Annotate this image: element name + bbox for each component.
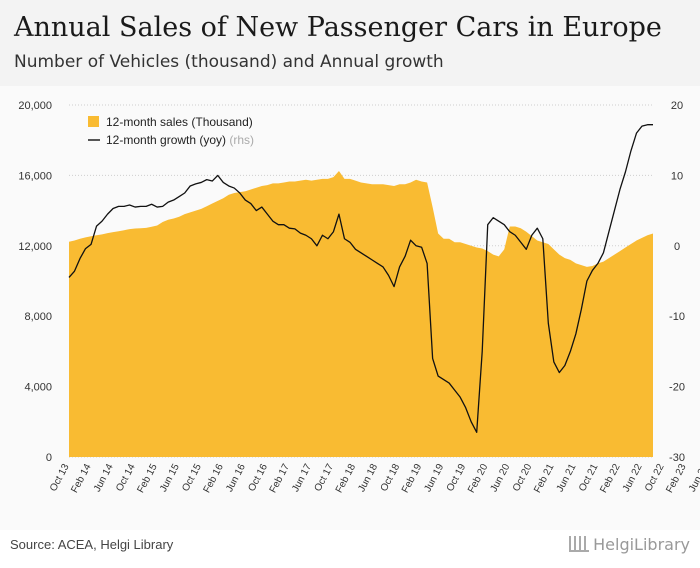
- y-left-tick-label: 4,000: [24, 382, 52, 394]
- y-right-tick-label: -30: [669, 452, 685, 464]
- y-right-tick-label: -20: [669, 382, 685, 394]
- line-layer: [68, 124, 653, 434]
- x-tick-label: Jun 20: [489, 462, 513, 494]
- x-tick-label: Oct 21: [577, 462, 601, 494]
- x-tick-label: Feb 17: [268, 462, 293, 495]
- y-right-tick-label: 10: [671, 170, 683, 182]
- y-left-tick-label: 20,000: [18, 100, 52, 112]
- y-left-tick-label: 16,000: [18, 170, 52, 182]
- header-bar: [0, 0, 700, 86]
- x-tick-label: Jun 14: [92, 462, 116, 494]
- y-left-tick-label: 8,000: [24, 311, 52, 323]
- x-tick-label: Oct 20: [511, 462, 535, 494]
- y-right-tick-label: 20: [671, 100, 683, 112]
- x-tick-label: Jun 17: [290, 462, 314, 494]
- x-tick-label: Oct 19: [445, 462, 469, 494]
- x-tick-label: Oct 14: [114, 462, 138, 494]
- x-tick-label: Jun 23: [687, 462, 700, 494]
- x-tick-label: Feb 22: [598, 462, 623, 495]
- legend-line-label: 12-month growth (yoy) (rhs): [106, 133, 254, 147]
- x-tick-label: Oct 16: [246, 462, 270, 494]
- x-tick-label: Feb 21: [532, 462, 557, 495]
- area-layer: [69, 171, 653, 457]
- y-right-tick-label: 0: [674, 241, 680, 253]
- source-note: Source: ACEA, Helgi Library: [10, 537, 174, 552]
- legend-area-label: 12-month sales (Thousand): [106, 115, 253, 129]
- y-left-tick-label: 12,000: [18, 241, 52, 253]
- legend-area-swatch: [88, 116, 99, 127]
- x-tick-label: Feb 19: [400, 462, 425, 495]
- x-tick-label: Oct 22: [643, 462, 667, 494]
- y-left-tick-label: 0: [46, 452, 52, 464]
- x-tick-label: Feb 15: [135, 462, 160, 495]
- chart: 0 4,000 8,000 12,000 16,000 20,000 -30 -20 -10 0 1…: [18, 100, 700, 495]
- x-tick-label: Feb 14: [69, 462, 94, 495]
- x-tick-label: Jun 15: [158, 462, 182, 494]
- x-tick-label: Oct 15: [180, 462, 204, 494]
- x-tick-label: Feb 20: [466, 462, 491, 495]
- x-tick-label: Jun 22: [621, 462, 645, 494]
- y-right-tick-label: -10: [669, 311, 685, 323]
- x-tick-label: Oct 18: [379, 462, 403, 494]
- x-tick-label: Jun 19: [422, 462, 446, 494]
- page-subtitle: Number of Vehicles (thousand) and Annual…: [14, 52, 444, 72]
- helgi-library-logo: HelgiLibrary: [569, 535, 690, 554]
- x-tick-label: Oct 13: [48, 462, 72, 494]
- legend: 12-month sales (Thousand) 12-month growt…: [88, 115, 254, 147]
- growth-line: [68, 124, 653, 434]
- x-tick-label: Feb 18: [334, 462, 359, 495]
- x-tick-label: Jun 16: [224, 462, 248, 494]
- legend-line-label-text: 12-month growth (yoy): [106, 133, 226, 147]
- page-title: Annual Sales of New Passenger Cars in Eu…: [14, 12, 662, 43]
- x-tick-label: Feb 16: [202, 462, 227, 495]
- x-tick-label: Jun 21: [555, 462, 579, 494]
- sales-area: [69, 171, 653, 457]
- library-icon: [569, 536, 590, 552]
- x-tick-label: Jun 18: [356, 462, 380, 494]
- logo-text: HelgiLibrary: [593, 535, 690, 554]
- legend-line-label-note: (rhs): [229, 133, 254, 147]
- x-tick-label: Oct 17: [313, 462, 337, 494]
- x-tick-label: Feb 23: [664, 462, 689, 495]
